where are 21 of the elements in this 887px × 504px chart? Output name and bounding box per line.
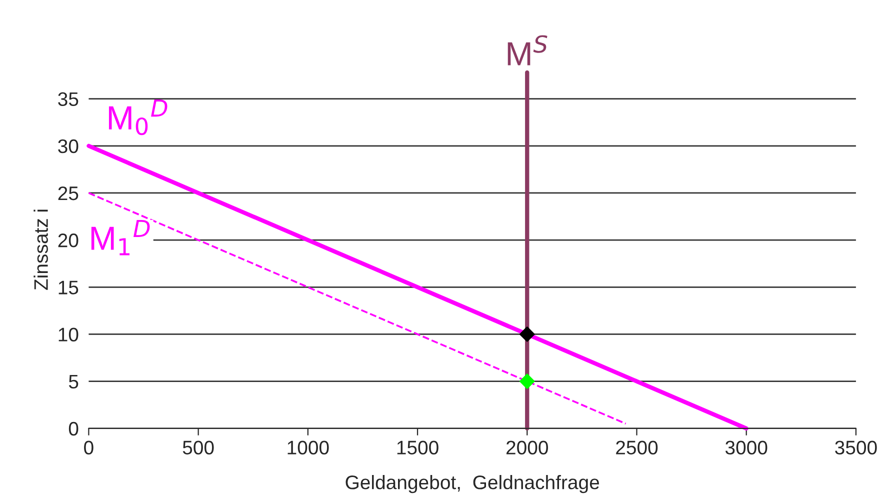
y-tick-label: 15 bbox=[58, 280, 78, 294]
y-axis-title: Zinssatz i bbox=[34, 210, 48, 290]
y-tick-label: 25 bbox=[58, 186, 78, 200]
series-label: M$^{S}$ bbox=[508, 35, 548, 66]
x-tick-label: 1000 bbox=[288, 440, 329, 454]
y-tick-label: 30 bbox=[58, 139, 78, 154]
x-tick-label: 0 bbox=[84, 440, 94, 454]
y-tick-label: 20 bbox=[58, 234, 78, 248]
x-tick-label: 3000 bbox=[725, 440, 768, 454]
series-label: M$_{1}$$^{D}$ bbox=[91, 220, 150, 256]
x-tick-label: 2000 bbox=[506, 440, 548, 454]
y-tick-label: 0 bbox=[68, 422, 78, 436]
x-tick-label: 2500 bbox=[616, 440, 658, 454]
x-tick-label: 500 bbox=[182, 440, 214, 454]
y-tick-label: 35 bbox=[58, 92, 78, 106]
x-axis-title: Geldangebot, Geldnachfrage bbox=[346, 475, 600, 494]
x-tick-label: 3500 bbox=[835, 440, 877, 454]
y-tick-label: 10 bbox=[58, 328, 78, 342]
y-tick-label: 5 bbox=[68, 374, 78, 389]
x-tick-label: 1500 bbox=[397, 440, 438, 454]
series-label: M$_{0}$$^{D}$ bbox=[108, 100, 168, 136]
